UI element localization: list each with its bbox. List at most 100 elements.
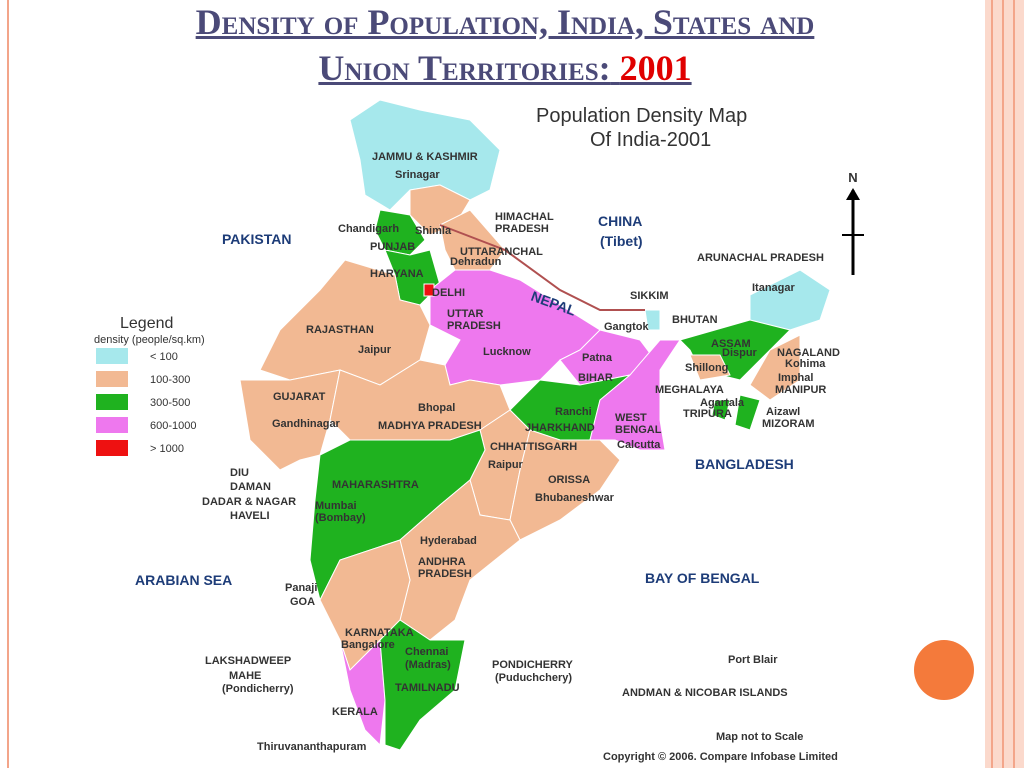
- place-label: Lucknow: [483, 346, 531, 358]
- region: [711, 399, 731, 421]
- place-label: Shimla: [415, 225, 452, 237]
- map-title: Of India-2001: [590, 129, 711, 151]
- region: [749, 334, 801, 401]
- place-label: Chennai: [405, 646, 448, 658]
- place-label: DAMAN: [230, 481, 271, 493]
- place-label: BANGLADESH: [695, 456, 794, 472]
- place-label: PAKISTAN: [222, 231, 291, 247]
- place-label: RAJASTHAN: [306, 324, 374, 336]
- regions: [239, 99, 831, 751]
- labels: JAMMU & KASHMIR Srinagar Chandigarh Shimla H…: [135, 151, 840, 763]
- place-label: Copyright © 2006. Compare Infobase Limit…: [603, 751, 838, 763]
- place-label: Calcutta: [617, 439, 661, 451]
- legend-title: Legend: [120, 315, 173, 332]
- legend-swatch: [96, 417, 128, 433]
- legend-label: 300-500: [150, 397, 190, 409]
- place-label: MAHARASHTRA: [332, 479, 419, 491]
- place-label: Dehradun: [450, 256, 502, 268]
- place-label: Map not to Scale: [716, 731, 803, 743]
- place-label: (Bombay): [315, 512, 366, 524]
- place-label: (Tibet): [600, 233, 643, 249]
- place-label: (Pondicherry): [222, 683, 294, 695]
- place-label: JAMMU & KASHMIR: [372, 151, 478, 163]
- place-label: MANIPUR: [775, 384, 826, 396]
- place-label: DELHI: [432, 287, 465, 299]
- place-label: Kohima: [785, 358, 826, 370]
- place-label: Mumbai: [315, 500, 357, 512]
- place-label: MADHYA PRADESH: [378, 420, 482, 432]
- place-label: Raipur: [488, 459, 524, 471]
- place-label: NAGALAND: [777, 347, 840, 359]
- title-year: 2001: [619, 48, 692, 88]
- north-arrow-head: [846, 188, 860, 200]
- legend-swatch: [96, 440, 128, 456]
- title-text: Union Territories:: [318, 48, 611, 88]
- place-label: MEGHALAYA: [655, 384, 724, 396]
- place-label: KARNATAKA: [345, 627, 414, 639]
- place-label: BAY OF BENGAL: [645, 570, 760, 586]
- legend-swatch: [96, 371, 128, 387]
- slide-title: Density of Population, India, States and: [0, 2, 1010, 42]
- legend-subtitle: density (people/sq.km): [94, 334, 205, 346]
- slide-title: Union Territories: 2001: [0, 48, 1010, 88]
- place-label: HIMACHAL: [495, 211, 554, 223]
- border: [439, 224, 645, 311]
- region: [339, 638, 386, 747]
- place-label: BENGAL: [615, 424, 662, 436]
- region: [239, 369, 341, 471]
- region: [689, 354, 731, 381]
- place-label: HARYANA: [370, 268, 424, 280]
- place-label: Imphal: [778, 372, 813, 384]
- place-label: Aizawl: [766, 406, 800, 418]
- place-label: GUJARAT: [273, 391, 326, 403]
- place-label: CHHATTISGARH: [490, 441, 577, 453]
- place-label: Bhopal: [418, 402, 455, 414]
- place-label: Shillong: [685, 362, 728, 374]
- region: [589, 339, 681, 451]
- place-label: Thiruvananthapuram: [257, 741, 367, 753]
- map-title: Population Density Map: [536, 105, 747, 127]
- place-label: UTTARANCHAL: [460, 246, 543, 258]
- place-label: Gangtok: [604, 321, 649, 333]
- region: [749, 269, 831, 331]
- place-label: HAVELI: [230, 510, 270, 522]
- place-label: Jaipur: [358, 344, 392, 356]
- region: [644, 309, 661, 331]
- legend-swatch: [96, 394, 128, 410]
- region: [734, 394, 761, 431]
- region: [429, 269, 601, 386]
- place-label: Gandhinagar: [272, 418, 341, 430]
- place-label: ANDMAN & NICOBAR ISLANDS: [622, 687, 788, 699]
- place-label: Ranchi: [555, 406, 592, 418]
- legend-label: < 100: [150, 351, 178, 363]
- north-label: N: [848, 170, 857, 185]
- place-label: Patna: [582, 352, 613, 364]
- place-label: PRADESH: [495, 223, 549, 235]
- place-label: BIHAR: [578, 372, 613, 384]
- place-label: PONDICHERRY: [492, 659, 574, 671]
- place-label: Hyderabad: [420, 535, 477, 547]
- place-label: CHINA: [598, 213, 642, 229]
- place-label: ANDHRA: [418, 556, 466, 568]
- place-label: DADAR & NAGAR: [202, 496, 296, 508]
- title-text: Density of Population, India, States and: [195, 2, 815, 42]
- legend: < 100 100-300 300-500 600-1000 > 1000: [96, 348, 197, 456]
- place-label: Agartala: [700, 397, 745, 409]
- place-label: MIZORAM: [762, 418, 815, 430]
- place-label: DIU: [230, 467, 249, 479]
- place-label: PUNJAB: [370, 241, 415, 253]
- place-label: PRADESH: [418, 568, 472, 580]
- place-label: ARABIAN SEA: [135, 572, 232, 588]
- place-label: Itanagar: [752, 282, 796, 294]
- place-label: ORISSA: [548, 474, 590, 486]
- legend-label: 600-1000: [150, 420, 197, 432]
- place-label: KERALA: [332, 706, 378, 718]
- place-label: TAMILNADU: [395, 682, 460, 694]
- place-label: ASSAM: [711, 338, 751, 350]
- place-label: WEST: [615, 412, 647, 424]
- place-label: Chandigarh: [338, 223, 399, 235]
- place-label: SIKKIM: [630, 290, 669, 302]
- side-band: [985, 0, 1024, 768]
